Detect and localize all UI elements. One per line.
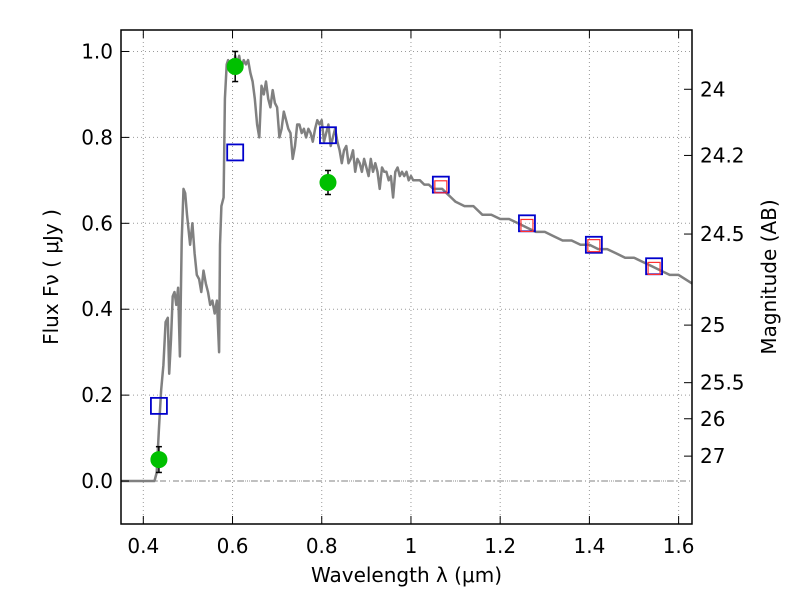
- y2-tick-label: 27: [700, 444, 725, 468]
- blue-square-point: [584, 235, 603, 254]
- y-tick-label: 0.0: [81, 469, 113, 493]
- x-axis-title: Wavelength λ (μm): [311, 563, 502, 587]
- y2-tick-label: 25: [700, 313, 725, 337]
- y-tick-label: 0.6: [81, 211, 113, 235]
- grid-lines: [121, 30, 692, 524]
- x-tick-label: 1.6: [663, 534, 695, 558]
- spectrum-line: [121, 54, 693, 483]
- y-tick-label: 0.2: [81, 383, 113, 407]
- y2-tick-label: 24: [700, 77, 725, 101]
- x-tick-label: 1.2: [484, 534, 516, 558]
- red-square-point: [434, 180, 448, 194]
- y2-tick-label: 26: [700, 407, 725, 431]
- y-axis-title: Flux Fν ( μJy ): [39, 209, 63, 345]
- x-tick-label: 0.6: [217, 534, 249, 558]
- y2-tick-label: 24.5: [700, 222, 745, 246]
- blue-square-point: [319, 126, 337, 145]
- green-data-point: [150, 451, 168, 469]
- x-axis-ticks: 0.4 0.6 0.8 1 1.2 1.4 1.6: [127, 30, 695, 558]
- x-tick-label: 0.4: [127, 534, 159, 558]
- red-square-point: [587, 239, 601, 253]
- model-spectrum: [121, 54, 693, 483]
- y-axis-ticks: 0.0 0.2 0.4 0.6 0.8 1.0: [81, 39, 129, 493]
- blue-square-point: [226, 143, 245, 162]
- y2-tick-label: 24.2: [700, 143, 745, 167]
- y2-axis-title: Magnitude (AB): [757, 199, 781, 354]
- green-data-point: [226, 58, 244, 76]
- y2-tick-label: 25.5: [700, 371, 745, 395]
- red-square-point: [520, 218, 534, 233]
- x-tick-label: 1.4: [573, 534, 605, 558]
- blue-square-point: [150, 396, 168, 415]
- blue-squares: [150, 126, 663, 415]
- y-tick-label: 1.0: [81, 39, 113, 63]
- y-tick-label: 0.4: [81, 297, 113, 321]
- red-squares: [434, 180, 661, 276]
- red-square-point: [647, 261, 661, 276]
- green-data-point: [319, 173, 337, 191]
- y2-axis-ticks: 24 24.2 24.5 25 25.5 26 27: [684, 77, 745, 468]
- x-tick-label: 1: [405, 534, 418, 558]
- x-tick-label: 0.8: [306, 534, 338, 558]
- y-tick-label: 0.8: [81, 125, 113, 149]
- plot-frame: [120, 29, 693, 525]
- green-points: [150, 50, 337, 474]
